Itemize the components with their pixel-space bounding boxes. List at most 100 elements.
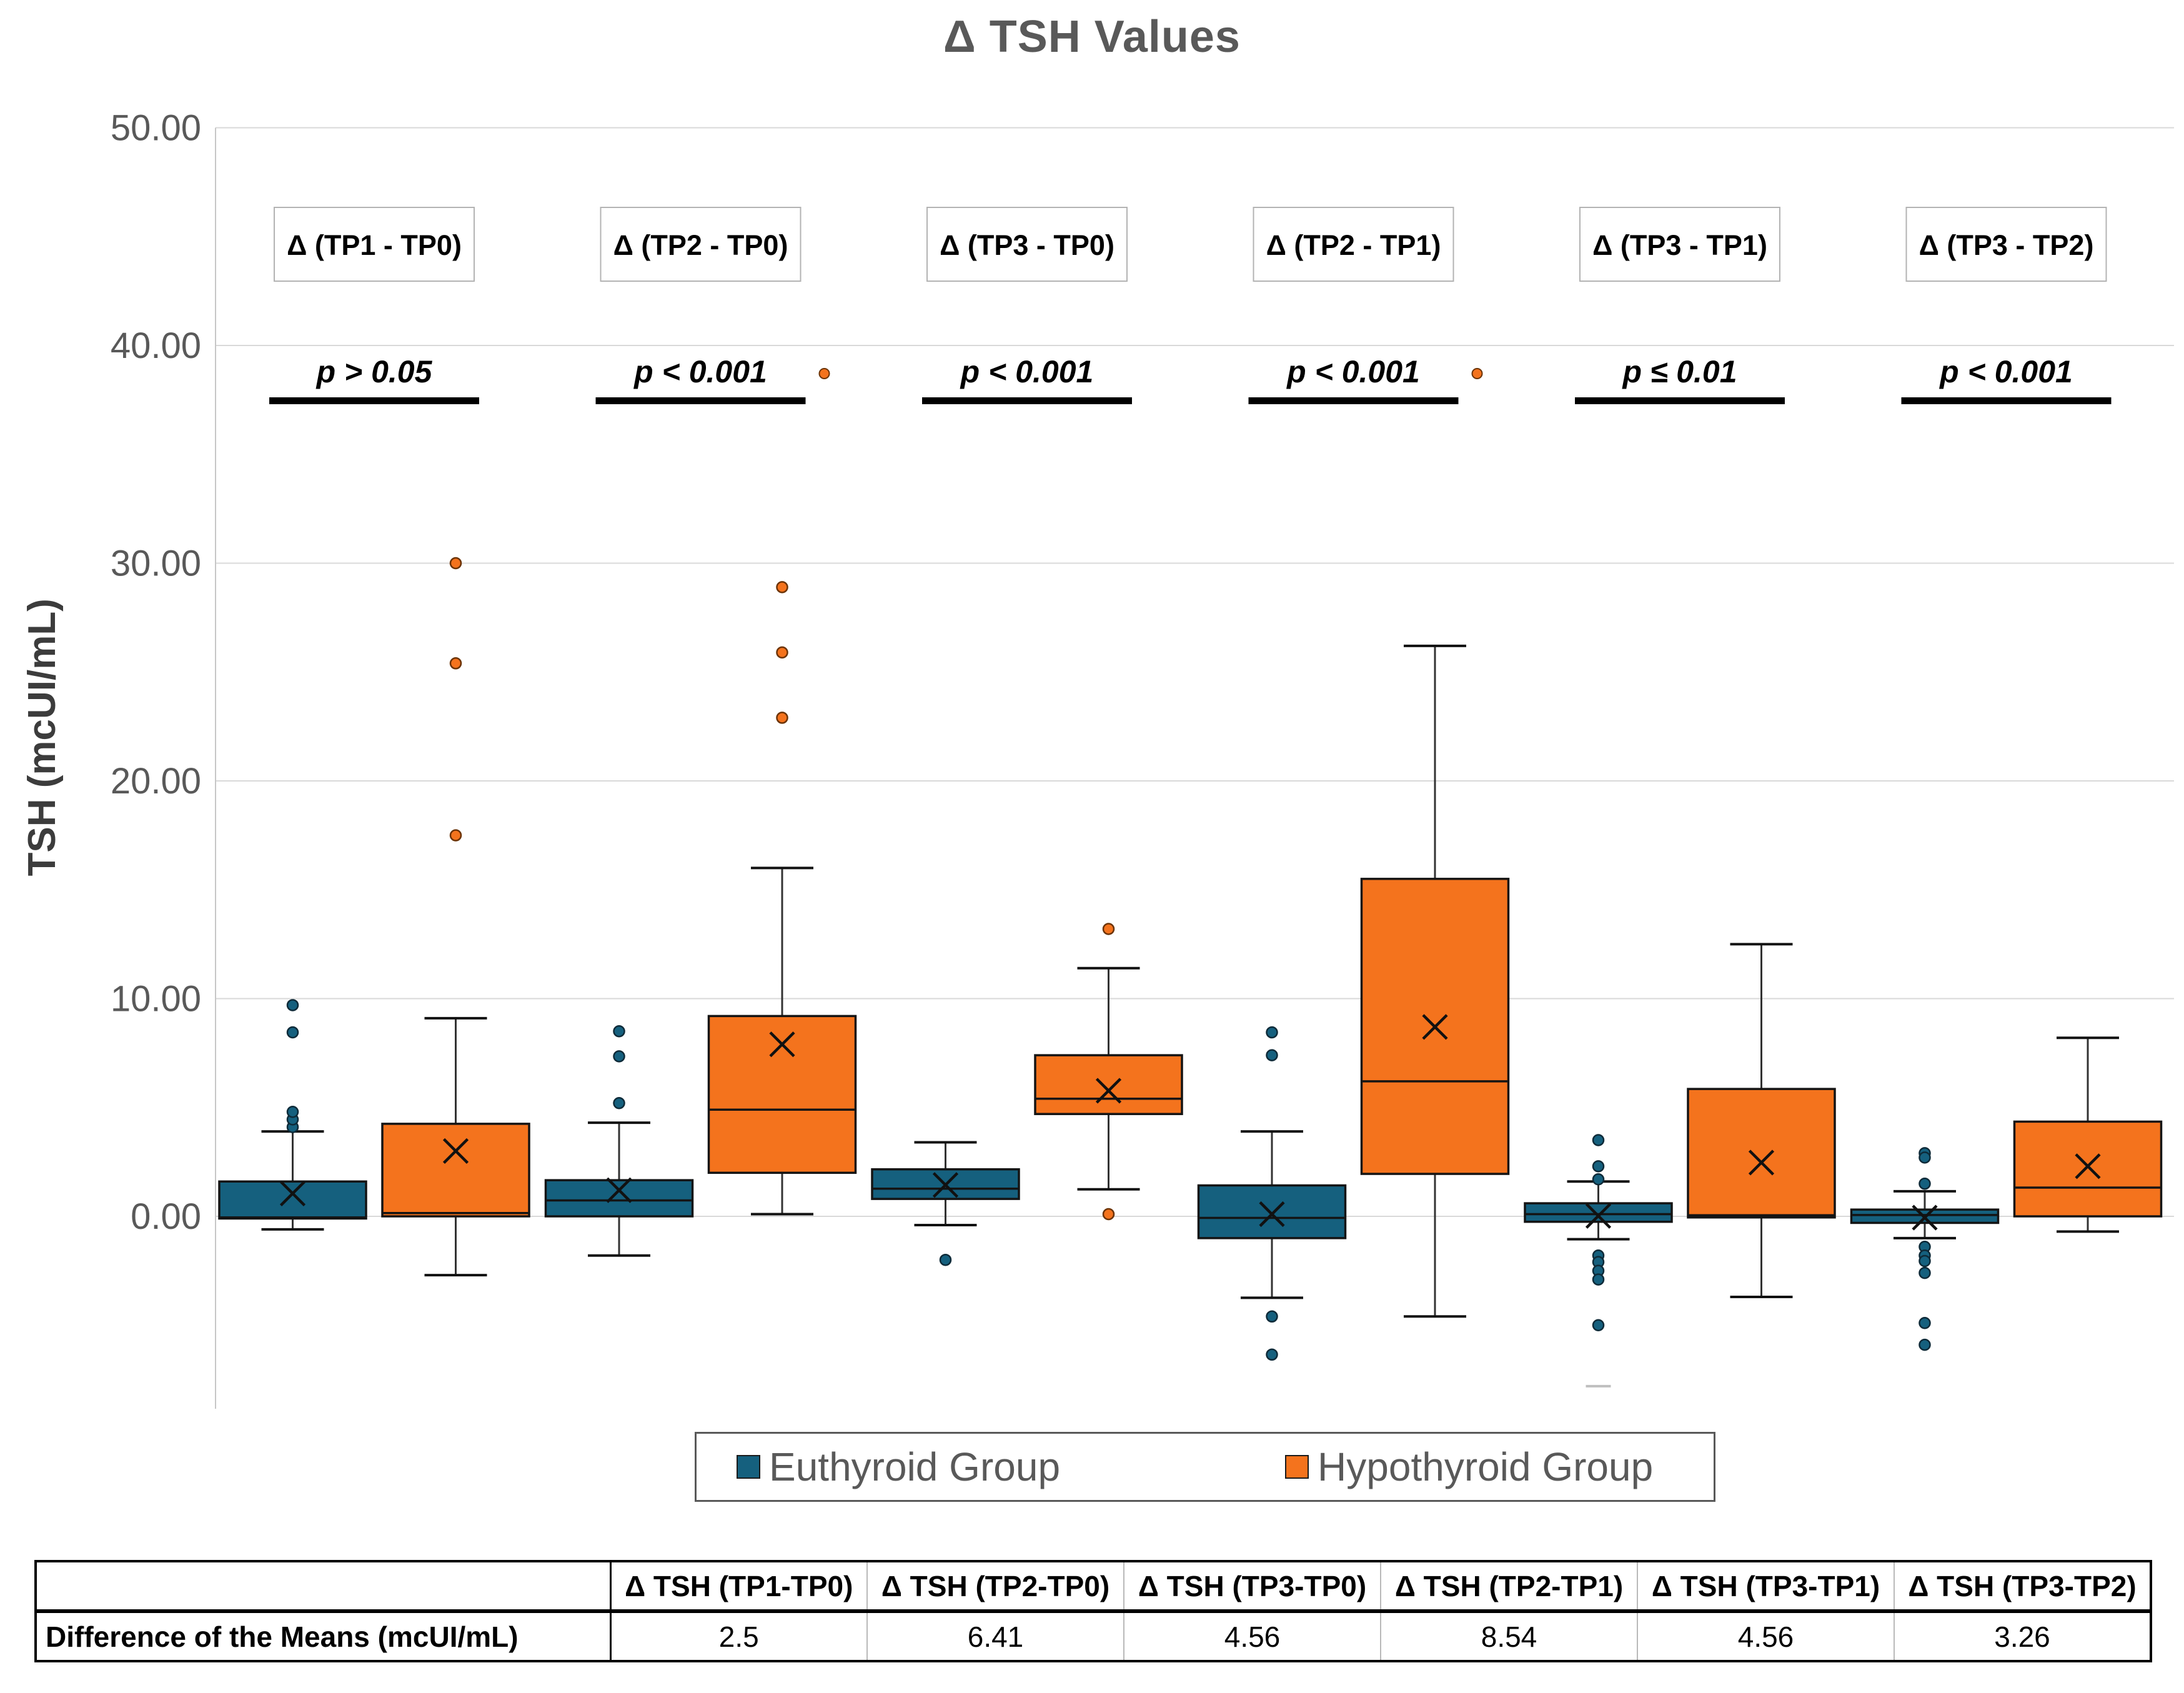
- legend-entry-euthyroid: Euthyroid Group: [737, 1444, 1060, 1490]
- table-value-2: 6.41: [867, 1611, 1124, 1661]
- euthyroid-swatch-icon: [737, 1455, 760, 1479]
- euthyroid-5-outlier-3: [1592, 1173, 1605, 1186]
- p-underline-4: [1248, 397, 1459, 404]
- euthyroid-6-outlier-6: [1918, 1254, 1931, 1268]
- group-label-1: Δ (TP1 - TP0): [287, 229, 462, 261]
- p-underline-6: [1901, 397, 2112, 404]
- euthyroid-5-outlier-1: [1592, 1134, 1605, 1146]
- y-tick-20.00: 20.00: [111, 761, 201, 802]
- euthyroid-6-outlier-8: [1918, 1317, 1931, 1329]
- group-label-box-5: [1579, 207, 1780, 282]
- euthyroid-4-outlier-4: [1266, 1348, 1278, 1361]
- hypothyroid-2-box: [707, 1015, 857, 1174]
- p-underline-2: [595, 397, 806, 404]
- hypothyroid-1-outlier-3: [449, 557, 462, 570]
- table-value-6: 3.26: [1994, 1620, 2050, 1653]
- euthyroid-4-outlier-3: [1266, 1310, 1278, 1323]
- hypothyroid-5-box: [1687, 1088, 1836, 1219]
- group-label-3: Δ (TP3 - TP0): [940, 229, 1114, 261]
- euthyroid-5-box: [1524, 1202, 1673, 1223]
- table-value-1: 2.5: [610, 1611, 868, 1661]
- euthyroid-3-outlier-1: [939, 1253, 952, 1266]
- table-header-1: Δ TSH (TP1-TP0): [610, 1561, 868, 1613]
- group-label-4: Δ (TP2 - TP1): [1266, 229, 1441, 261]
- boxplot-canvas: 50.00 40.00 30.00 20.00 10.00 0.00 TSH (mcUI/m…: [21, 108, 2174, 1409]
- euthyroid-2-box: [544, 1179, 694, 1218]
- group-label-box-4: [1253, 207, 1454, 282]
- euthyroid-3-box: [871, 1168, 1020, 1200]
- euthyroid-3-mean-x: [932, 1172, 959, 1198]
- hypothyroid-1-outlier-2: [449, 657, 462, 670]
- table-header-5: Δ TSH (TP3-TP1): [1637, 1561, 1895, 1613]
- p-value-2: p < 0.001: [633, 354, 767, 389]
- p-underline-1: [269, 397, 479, 404]
- euthyroid-1-box: [218, 1180, 367, 1220]
- table-value-5: 4.56: [1637, 1611, 1895, 1661]
- hypothyroid-2-mean-x: [769, 1031, 795, 1058]
- y-tick-40.00: 40.00: [111, 325, 201, 366]
- group-label-box-3: [926, 207, 1128, 282]
- hypothyroid-4-mean-x: [1422, 1014, 1448, 1040]
- p-value-4: p < 0.001: [1286, 354, 1420, 389]
- euthyroid-6-outlier-2: [1918, 1151, 1931, 1164]
- hypothyroid-2-outlier-2: [776, 646, 788, 659]
- euthyroid-1-outlier-4: [286, 1026, 299, 1039]
- p-value-5: p ≤ 0.01: [1621, 354, 1737, 389]
- legend: Euthyroid Group Hypothyroid Group: [695, 1432, 1715, 1502]
- y-tick-10.00: 10.00: [111, 979, 201, 1020]
- table-value-4: 8.54: [1381, 1611, 1638, 1661]
- p-underline-3: [922, 397, 1132, 404]
- euthyroid-5-outlier-8: [1592, 1319, 1605, 1331]
- table-value-3: 4.56: [1124, 1611, 1381, 1661]
- hypothyroid-1-mean-x: [442, 1138, 469, 1164]
- euthyroid-4-box: [1197, 1184, 1347, 1239]
- table-header-row: Δ TSH (TP1-TP0) Δ TSH (TP2-TP0) Δ TSH (TP3…: [36, 1561, 2151, 1613]
- hypothyroid-3-mean-x: [1095, 1078, 1122, 1104]
- table-header-4: Δ TSH (TP2-TP1): [1381, 1561, 1638, 1613]
- table-header-2: Δ TSH (TP2-TP0): [867, 1561, 1124, 1613]
- table-header-6: Δ TSH (TP3-TP2): [1894, 1561, 2151, 1613]
- stray-outlier-2: [818, 368, 830, 379]
- euthyroid-4-outlier-2: [1266, 1026, 1278, 1039]
- euthyroid-1-outlier-3: [286, 1105, 299, 1118]
- euthyroid-2-outlier-3: [613, 1025, 625, 1038]
- table-row: Difference of the Means (mcUI/mL) 2.5 6.4…: [36, 1611, 2151, 1661]
- euthyroid-6-outlier-9: [1918, 1338, 1931, 1351]
- y-tick-0.00: 0.00: [131, 1196, 201, 1237]
- hypothyroid-1-box: [381, 1123, 530, 1218]
- difference-of-means-table: Δ TSH (TP1-TP0) Δ TSH (TP2-TP0) Δ TSH (TP3…: [34, 1560, 2152, 1662]
- euthyroid-4-outlier-1: [1266, 1049, 1278, 1061]
- p-underline-5: [1575, 397, 1785, 404]
- table-row-label: Difference of the Means (mcUI/mL): [36, 1611, 612, 1661]
- euthyroid-2-outlier-1: [613, 1097, 625, 1110]
- euthyroid-4-mean-x: [1259, 1201, 1285, 1228]
- hypothyroid-5-mean-x: [1748, 1149, 1775, 1176]
- legend-entry-hypothyroid: Hypothyroid Group: [1285, 1444, 1653, 1490]
- group-label-box-2: [600, 207, 802, 282]
- euthyroid-5-outlier-2: [1592, 1160, 1605, 1173]
- group-label-6: Δ (TP3 - TP2): [1919, 229, 2094, 261]
- p-value-1: p > 0.05: [315, 354, 433, 389]
- legend-label-euthyroid: Euthyroid Group: [769, 1444, 1061, 1489]
- y-axis-title: TSH (mcUI/mL): [21, 598, 64, 876]
- y-tick-30.00: 30.00: [111, 544, 201, 584]
- hypothyroid-swatch-icon: [1285, 1455, 1309, 1479]
- euthyroid-6-mean-x: [1912, 1204, 1938, 1231]
- euthyroid-1-mean-x: [279, 1180, 306, 1206]
- y-tick-50.00: 50.00: [111, 108, 201, 149]
- legend-label-hypothyroid: Hypothyroid Group: [1318, 1444, 1654, 1489]
- hypothyroid-2-outlier-1: [776, 712, 788, 724]
- euthyroid-6-outlier-7: [1918, 1266, 1931, 1279]
- hypothyroid-6-mean-x: [2075, 1153, 2101, 1179]
- euthyroid-6-outlier-3: [1918, 1177, 1931, 1190]
- hypothyroid-2-outlier-3: [776, 581, 788, 593]
- table-corner-cell: [36, 1561, 612, 1613]
- stray-outlier-4: [1471, 368, 1483, 379]
- euthyroid-5-outlier-7: [1592, 1273, 1605, 1286]
- group-label-box-1: [274, 207, 475, 282]
- hypothyroid-1-outlier-1: [449, 829, 462, 842]
- chart-title: Δ TSH Values: [943, 12, 1241, 62]
- euthyroid-5-mean-x: [1585, 1203, 1612, 1229]
- group-label-5: Δ (TP3 - TP1): [1592, 229, 1767, 261]
